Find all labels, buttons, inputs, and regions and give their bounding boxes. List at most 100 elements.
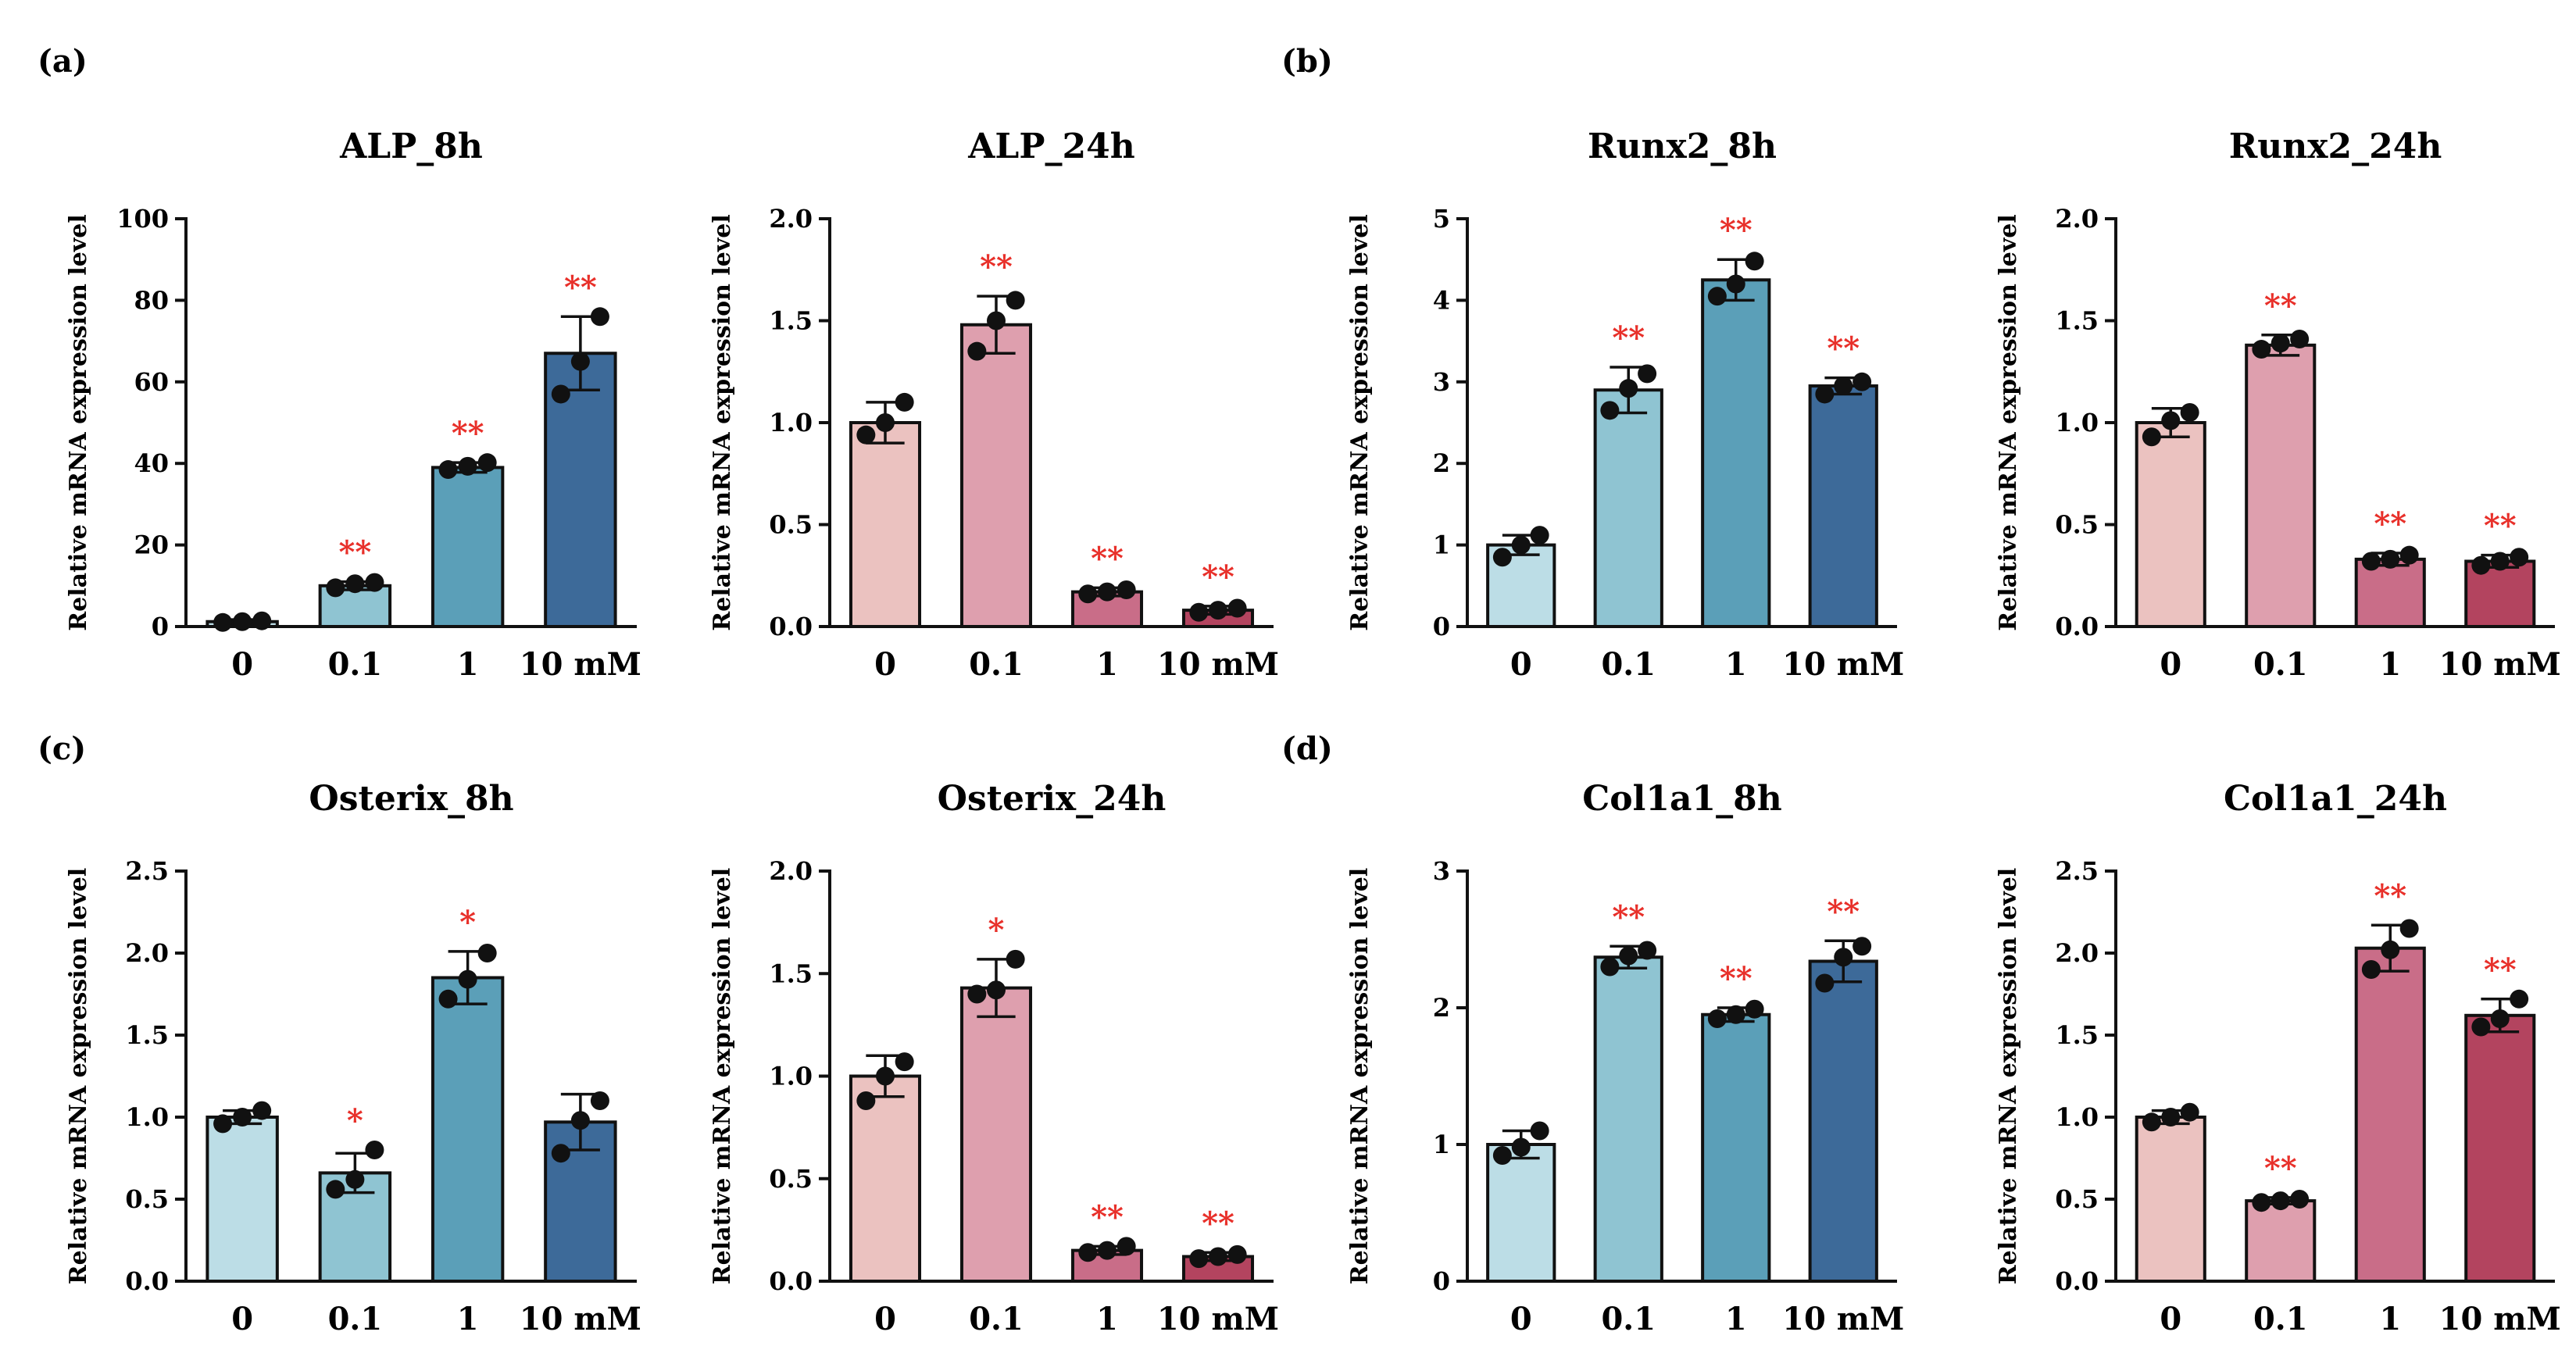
data-point (551, 384, 570, 404)
data-point (2161, 411, 2181, 430)
data-point (1726, 1005, 1745, 1024)
data-point (1815, 973, 1835, 993)
y-tick-label: 0.0 (2055, 1266, 2099, 1296)
bar (1593, 955, 1663, 1283)
x-tick-label: 0 (2160, 646, 2181, 683)
y-tick-label: 80 (134, 285, 169, 315)
data-point (365, 1141, 384, 1159)
y-axis-label: Relative mRNA expression level (1995, 214, 2022, 631)
x-tick-label: 0.1 (1601, 1301, 1656, 1337)
y-axis-label: Relative mRNA expression level (1346, 214, 1374, 631)
data-point (213, 1114, 233, 1134)
bar (2464, 1013, 2536, 1284)
data-point (876, 1066, 895, 1086)
data-point (1638, 941, 1657, 960)
y-tick-label: 2.0 (2055, 938, 2099, 968)
data-point (1078, 584, 1098, 604)
chart-title: Runx2_24h (2229, 127, 2442, 166)
data-point (1707, 287, 1727, 306)
chart-title: Runx2_8h (1588, 127, 1777, 166)
panel-letter-d: (d) (1281, 730, 1333, 767)
x-tick-label: 0.1 (2253, 1301, 2308, 1337)
y-tick-label: 2.0 (769, 204, 813, 234)
y-tick-label: 0.5 (2055, 1184, 2099, 1214)
data-point (1117, 1237, 1136, 1256)
significance-marker: ** (2484, 952, 2517, 988)
data-point (1853, 372, 1872, 391)
data-point (590, 307, 609, 327)
bar (2135, 1116, 2206, 1283)
bar (1808, 384, 1878, 628)
y-axis-label: Relative mRNA expression level (65, 868, 92, 1285)
data-point (2381, 549, 2400, 569)
y-tick-label: 0.5 (769, 1164, 813, 1194)
bar (1486, 1143, 1556, 1283)
y-tick-label: 1.0 (2055, 408, 2099, 437)
y-tick-label: 0 (152, 612, 169, 641)
y-tick-label: 0.5 (769, 510, 813, 540)
chart-title: Col1a1_24h (2224, 779, 2447, 819)
y-tick-label: 0.5 (125, 1184, 169, 1214)
bar (1701, 278, 1771, 628)
chart-runx2-8h: Runx2_8h Relative mRNA expression level 0 1… (1346, 127, 1904, 683)
y-tick-label: 0.0 (2055, 612, 2099, 641)
bar (205, 1116, 279, 1283)
bar (1701, 1012, 1771, 1283)
y-tick-label: 1 (1433, 530, 1450, 560)
y-tick-label: 60 (134, 367, 169, 397)
x-tick-label: 0 (1510, 1301, 1532, 1337)
chart-col1a1-8h: Col1a1_8h Relative mRNA expression level 0… (1346, 779, 1904, 1337)
data-point (1098, 1241, 1117, 1260)
data-point (345, 574, 365, 594)
data-point (2399, 545, 2419, 565)
data-point (1098, 582, 1117, 602)
data-point (2180, 1102, 2199, 1122)
x-tick-label: 10 mM (2439, 1301, 2561, 1337)
data-point (2142, 1112, 2161, 1132)
y-tick-label: 0.5 (2055, 510, 2099, 540)
data-point (2381, 940, 2400, 959)
data-point (987, 311, 1006, 330)
bar (431, 466, 505, 628)
data-point (1619, 946, 1638, 966)
data-point (1853, 937, 1872, 956)
y-tick-label: 1.0 (769, 1062, 813, 1091)
data-point (2252, 340, 2271, 359)
data-point (1726, 274, 1745, 294)
x-tick-label: 1 (1725, 1301, 1747, 1337)
data-point (1815, 384, 1835, 404)
y-tick-label: 20 (134, 530, 169, 560)
x-tick-label: 10 mM (520, 1301, 641, 1337)
y-tick-label: 1.5 (2055, 1020, 2099, 1050)
x-tick-label: 0 (231, 646, 253, 683)
y-tick-label: 2.0 (769, 856, 813, 886)
x-tick-label: 10 mM (1157, 1301, 1279, 1337)
data-point (895, 1052, 914, 1072)
bar (959, 323, 1033, 628)
y-tick-label: 0.0 (769, 612, 813, 641)
data-point (1492, 1146, 1512, 1165)
chart-alp-24h: ALP_24h Relative mRNA expression level 0.0… (709, 127, 1279, 683)
x-tick-label: 10 mM (1157, 646, 1279, 683)
data-point (895, 392, 914, 412)
data-point (967, 341, 987, 361)
data-point (1834, 948, 1853, 967)
x-tick-label: 0.1 (328, 646, 383, 683)
data-point (233, 1108, 252, 1127)
significance-marker: ** (1827, 330, 1860, 367)
significance-marker: ** (1202, 1205, 1234, 1241)
significance-marker: * (988, 912, 1005, 948)
data-point (2510, 548, 2529, 567)
data-point (1745, 252, 1764, 271)
data-point (345, 1169, 365, 1189)
bar (2354, 557, 2426, 628)
data-point (1209, 1247, 1227, 1266)
x-tick-label: 0 (874, 1301, 896, 1337)
bar (1593, 388, 1663, 628)
significance-marker: ** (1202, 559, 1234, 595)
data-point (551, 1144, 570, 1163)
data-point (2180, 402, 2199, 422)
x-tick-label: 0.1 (2253, 646, 2308, 683)
y-axis-label: Relative mRNA expression level (1346, 868, 1374, 1285)
